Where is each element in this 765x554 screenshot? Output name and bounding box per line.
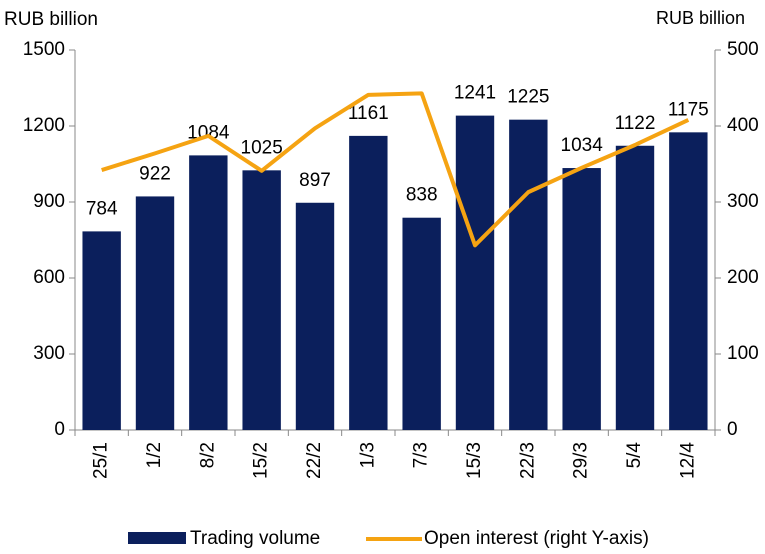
x-tick-label: 29/3 xyxy=(571,442,592,479)
data-label: 1161 xyxy=(348,103,389,124)
bar xyxy=(455,115,495,430)
x-tick-label: 12/4 xyxy=(677,442,698,479)
data-label: 1175 xyxy=(668,99,709,120)
legend-label: Trading volume xyxy=(190,528,320,549)
legend-label: Open interest (right Y-axis) xyxy=(424,528,649,549)
y2-tick-label: 500 xyxy=(727,39,759,60)
data-label: 1241 xyxy=(454,83,496,104)
x-tick-label: 15/2 xyxy=(251,442,272,479)
data-label: 1025 xyxy=(241,137,283,158)
bar xyxy=(562,168,601,430)
bar xyxy=(615,145,655,430)
bar xyxy=(242,170,281,431)
y-axis-label: RUB billion xyxy=(4,9,98,30)
y-tick-label: 0 xyxy=(54,419,65,440)
x-tick-label: 15/3 xyxy=(464,442,485,479)
x-tick-label: 1/3 xyxy=(357,442,378,468)
y2-tick-label: 0 xyxy=(727,419,738,440)
data-label: 1034 xyxy=(561,135,604,156)
bar xyxy=(402,217,441,430)
bar xyxy=(349,135,388,430)
y-tick-label: 1500 xyxy=(23,39,65,60)
bar xyxy=(295,202,335,430)
line xyxy=(101,91,690,248)
y2-tick-label: 200 xyxy=(727,267,759,288)
y2-tick-label: 100 xyxy=(727,343,759,364)
x-tick-label: 22/3 xyxy=(517,442,538,479)
bar xyxy=(509,119,548,431)
x-tick-label: 22/2 xyxy=(304,442,325,479)
y-tick-label: 300 xyxy=(33,343,65,364)
bar xyxy=(82,231,121,430)
legend-swatch xyxy=(128,532,186,544)
y2-tick-label: 400 xyxy=(727,115,759,136)
data-label: 897 xyxy=(299,170,331,191)
x-tick-label: 25/1 xyxy=(91,442,112,479)
bar xyxy=(189,155,228,431)
y-tick-label: 600 xyxy=(33,267,65,288)
x-tick-label: 7/3 xyxy=(411,442,432,468)
y-tick-label: 900 xyxy=(33,191,65,212)
bar xyxy=(669,132,708,431)
y2-axis-label: RUB billion xyxy=(656,8,745,28)
x-tick-label: 8/2 xyxy=(197,442,218,468)
x-tick-label: 5/4 xyxy=(624,442,645,469)
bar xyxy=(135,196,175,430)
data-label: 1122 xyxy=(615,113,656,134)
data-label: 838 xyxy=(406,185,438,206)
y2-tick-label: 300 xyxy=(727,191,759,212)
data-label: 922 xyxy=(139,163,171,184)
y-tick-label: 1200 xyxy=(23,115,65,136)
data-label: 1225 xyxy=(507,87,549,108)
data-label: 784 xyxy=(86,198,118,219)
x-tick-label: 1/2 xyxy=(144,442,165,468)
